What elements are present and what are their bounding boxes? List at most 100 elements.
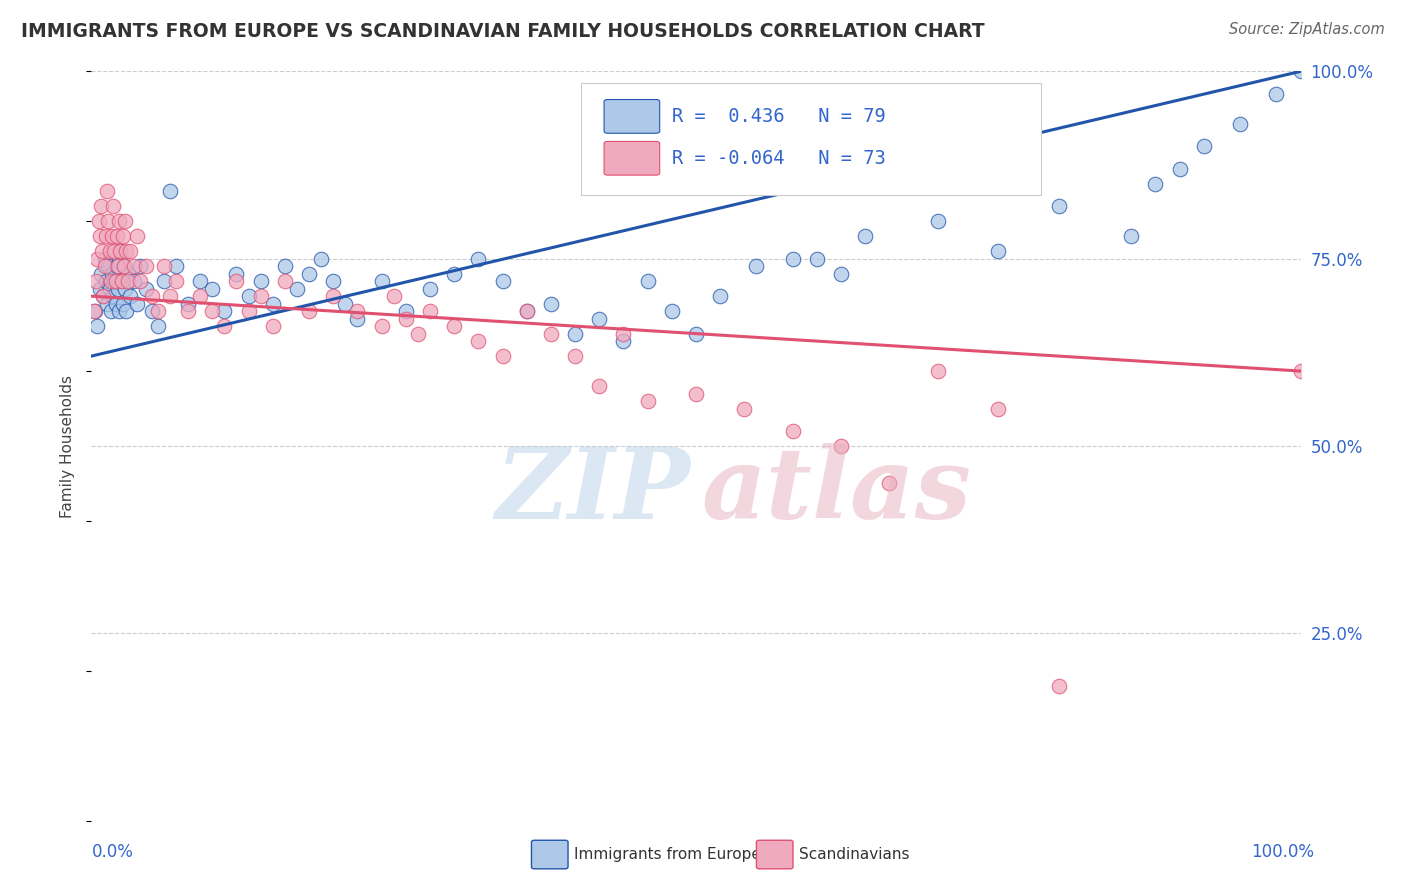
Point	[89, 282, 111, 296]
Point	[395, 304, 418, 318]
Point	[114, 282, 136, 296]
Point	[782, 252, 804, 266]
Point	[97, 259, 120, 273]
Point	[84, 274, 107, 288]
Point	[91, 244, 114, 259]
Point	[98, 282, 121, 296]
Point	[516, 304, 538, 318]
Point	[96, 184, 118, 198]
Point	[110, 244, 132, 259]
Point	[115, 304, 138, 318]
Point	[141, 304, 163, 318]
Point	[90, 267, 112, 281]
Point	[90, 199, 112, 213]
Point	[153, 274, 176, 288]
Text: 0.0%: 0.0%	[91, 843, 134, 861]
Point	[188, 289, 211, 303]
Point	[120, 244, 142, 259]
Point	[177, 304, 200, 318]
Point	[111, 274, 132, 288]
Point	[127, 296, 149, 310]
Point	[406, 326, 429, 341]
Point	[93, 259, 115, 273]
Point	[153, 259, 176, 273]
Point	[105, 259, 128, 273]
Point	[93, 289, 115, 303]
Point	[225, 267, 247, 281]
Point	[346, 311, 368, 326]
Point	[110, 244, 132, 259]
Point	[94, 229, 117, 244]
Point	[987, 244, 1010, 259]
Point	[419, 282, 441, 296]
Point	[101, 199, 124, 213]
Point	[146, 319, 169, 334]
Point	[274, 274, 297, 288]
Point	[733, 401, 755, 416]
Point	[108, 214, 131, 228]
Point	[467, 252, 489, 266]
Point	[117, 274, 139, 288]
FancyBboxPatch shape	[605, 100, 659, 133]
Point	[830, 439, 852, 453]
Point	[97, 214, 120, 228]
Point	[298, 304, 321, 318]
Point	[661, 304, 683, 318]
Point	[1144, 177, 1167, 191]
Point	[322, 274, 344, 288]
Point	[146, 304, 169, 318]
Point	[87, 214, 110, 228]
Point	[201, 304, 224, 318]
Point	[141, 289, 163, 303]
Point	[101, 289, 124, 303]
Point	[122, 259, 145, 273]
Point	[165, 259, 187, 273]
Point	[1047, 679, 1070, 693]
FancyBboxPatch shape	[581, 83, 1040, 195]
FancyBboxPatch shape	[605, 142, 659, 175]
Point	[370, 274, 392, 288]
Point	[128, 259, 150, 273]
Point	[86, 252, 108, 266]
Point	[128, 274, 150, 288]
Point	[103, 274, 125, 288]
Point	[177, 296, 200, 310]
Point	[84, 304, 107, 318]
Point	[238, 304, 260, 318]
Point	[249, 289, 271, 303]
Point	[100, 304, 122, 318]
Point	[1047, 199, 1070, 213]
Text: Source: ZipAtlas.com: Source: ZipAtlas.com	[1229, 22, 1385, 37]
Point	[685, 386, 707, 401]
Point	[322, 289, 344, 303]
Point	[419, 304, 441, 318]
Point	[637, 274, 659, 288]
Point	[1265, 87, 1288, 101]
Point	[122, 274, 145, 288]
Point	[491, 274, 513, 288]
Point	[135, 282, 157, 296]
Point	[274, 259, 297, 273]
Point	[89, 229, 111, 244]
Point	[540, 326, 562, 341]
Point	[214, 319, 236, 334]
Point	[588, 379, 610, 393]
Point	[540, 296, 562, 310]
Point	[467, 334, 489, 348]
Text: 100.0%: 100.0%	[1251, 843, 1315, 861]
Text: Immigrants from Europe: Immigrants from Europe	[574, 847, 761, 862]
Point	[1229, 117, 1251, 131]
Text: atlas: atlas	[702, 442, 972, 539]
Point	[93, 289, 115, 303]
Point	[111, 296, 134, 310]
Text: R =  0.436   N = 79: R = 0.436 N = 79	[672, 107, 886, 126]
Point	[111, 229, 134, 244]
Point	[346, 304, 368, 318]
Point	[188, 274, 211, 288]
Point	[120, 289, 142, 303]
Point	[100, 274, 122, 288]
Point	[853, 229, 876, 244]
Point	[83, 304, 105, 318]
Point	[249, 274, 271, 288]
Point	[117, 267, 139, 281]
